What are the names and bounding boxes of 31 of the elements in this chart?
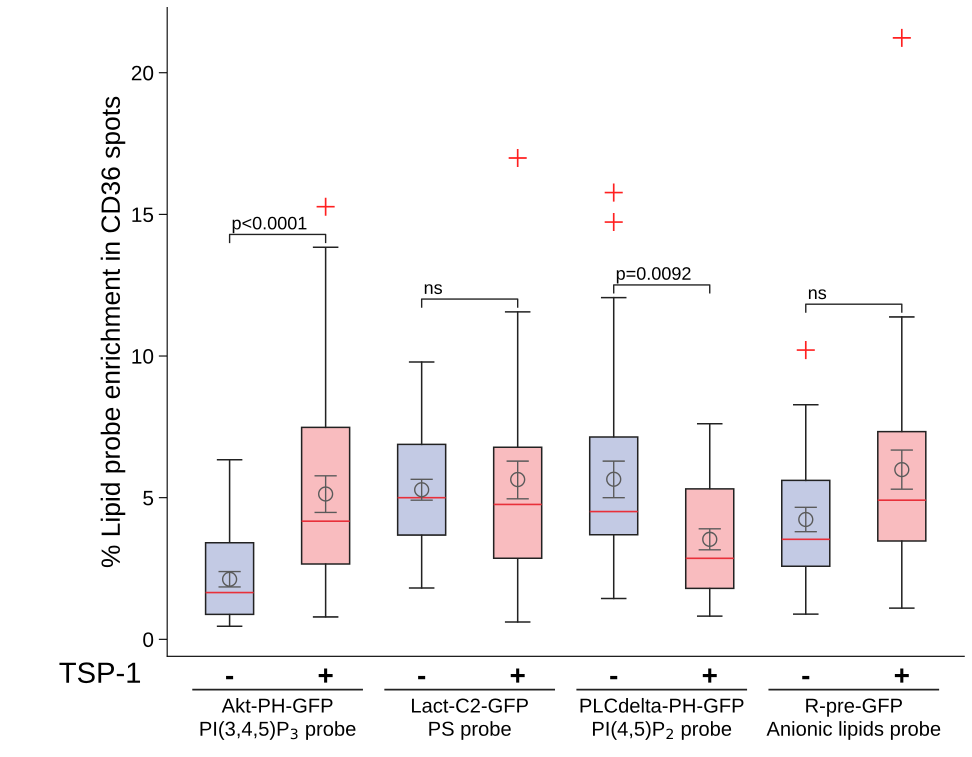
x-tick-label: -	[610, 676, 618, 680]
x-tick-label: +	[894, 668, 909, 683]
text: Akt-PH-GFP PI(3,4,5)P$_{3}$ probe	[200, 698, 356, 740]
x-tick-label: +	[510, 668, 525, 683]
y-tick-label: 10	[132, 349, 154, 364]
point	[702, 532, 718, 547]
point	[510, 472, 526, 488]
annotation: p<0.0001	[232, 216, 306, 234]
y-tick-label: 15	[132, 208, 154, 222]
annotation: p=0.0092	[616, 267, 691, 284]
x-tick-label: -	[802, 676, 810, 680]
x-tick-label: -	[226, 676, 234, 680]
point	[798, 512, 814, 528]
annotation: ns	[808, 289, 826, 300]
point	[606, 472, 622, 487]
text: R-pre-GFP Anionic lipids probe	[766, 698, 940, 740]
text: Lact-C2-GFP PS probe	[412, 698, 528, 740]
text: PLCdelta-PH-GFP PI(4,5)P$_{2}$ probe	[580, 698, 744, 740]
x-tick-label: -	[418, 676, 426, 680]
point	[414, 482, 430, 498]
y-tick-label: 5	[143, 490, 154, 506]
point	[222, 572, 238, 587]
annotation: ns	[424, 284, 442, 294]
x-tick-label: +	[702, 668, 717, 683]
x-tick-label: +	[318, 668, 333, 683]
y-tick-label: 0	[143, 632, 154, 648]
x-axis-title: TSP-1	[59, 662, 140, 684]
point	[894, 462, 910, 478]
point	[318, 486, 334, 502]
y-axis-title: % Lipid probe enrichment in CD36 spots	[100, 96, 126, 568]
y-tick-label: 20	[132, 66, 154, 80]
